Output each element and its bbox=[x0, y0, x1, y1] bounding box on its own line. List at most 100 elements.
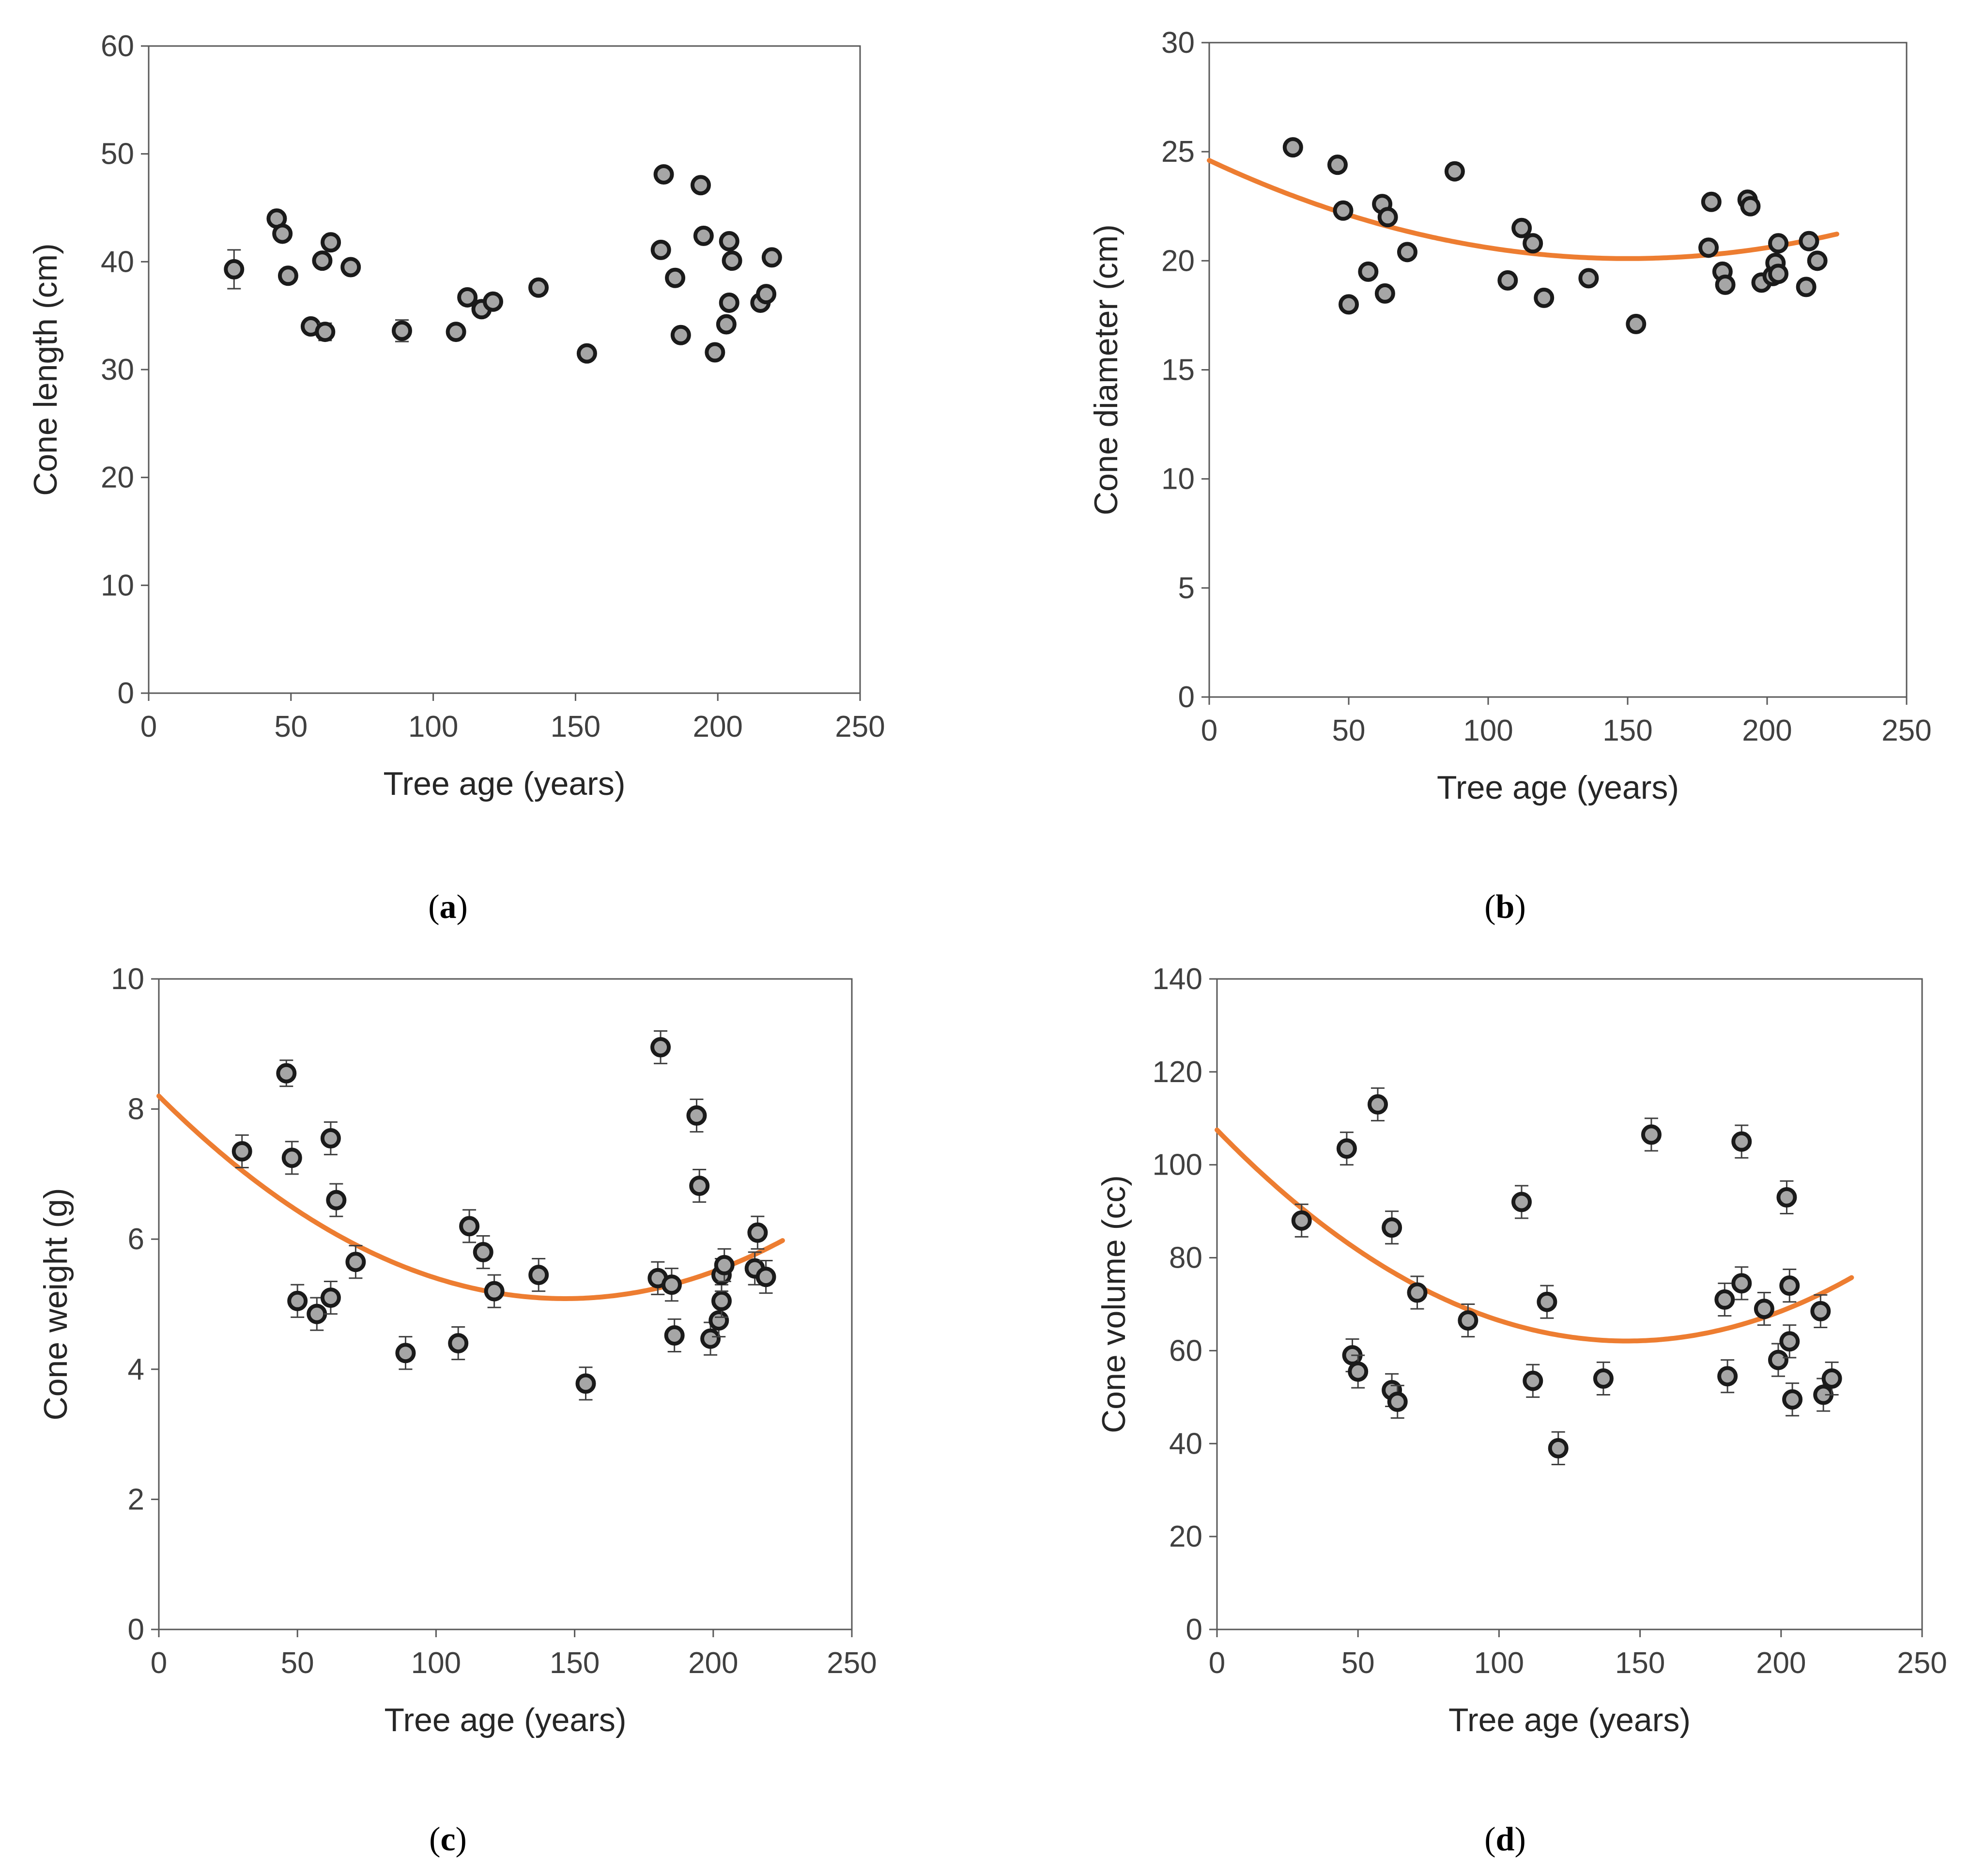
data-point bbox=[1548, 1431, 1569, 1465]
x-axis-label: Tree age (years) bbox=[1448, 1702, 1691, 1738]
marker bbox=[459, 1216, 480, 1237]
marker bbox=[457, 287, 478, 308]
data-point bbox=[320, 1121, 341, 1156]
y-tick-label: 60 bbox=[1169, 1334, 1202, 1367]
marker bbox=[320, 1128, 341, 1149]
marker bbox=[321, 232, 341, 253]
data-point bbox=[719, 292, 739, 313]
marker bbox=[1397, 242, 1417, 263]
data-point bbox=[1523, 233, 1543, 254]
panel-label-b: (b) bbox=[1484, 888, 1526, 926]
marker bbox=[650, 239, 671, 260]
marker bbox=[1754, 1299, 1774, 1319]
marker bbox=[719, 292, 739, 313]
data-point bbox=[761, 247, 782, 268]
plot-area-d bbox=[1216, 978, 1923, 1630]
data-point bbox=[1523, 1364, 1543, 1398]
data-point bbox=[700, 1321, 721, 1356]
x-tick-label: 50 bbox=[281, 1646, 314, 1680]
y-tick-label: 80 bbox=[1169, 1241, 1202, 1275]
marker bbox=[1782, 1389, 1803, 1410]
data-point bbox=[1339, 294, 1359, 315]
marker bbox=[1511, 217, 1532, 238]
data-point bbox=[708, 1303, 729, 1338]
marker bbox=[272, 223, 293, 244]
data-point bbox=[1444, 161, 1465, 182]
data-point bbox=[1776, 1180, 1797, 1214]
data-point bbox=[459, 1209, 480, 1243]
marker bbox=[1348, 1361, 1369, 1382]
data-point bbox=[528, 1257, 549, 1292]
x-tick-label: 100 bbox=[411, 1646, 461, 1680]
data-point bbox=[528, 277, 549, 298]
marker bbox=[1578, 268, 1599, 289]
marker bbox=[1731, 1131, 1752, 1152]
chart-panel-a: 0 50 100 150 200 250 0 10 20 30 40 50 60 Tree age (ye… bbox=[27, 30, 885, 926]
marker bbox=[528, 277, 549, 298]
x-tick-label: 100 bbox=[1463, 714, 1513, 747]
data-point bbox=[1698, 237, 1719, 258]
data-point bbox=[689, 1168, 710, 1203]
y-tick-label: 0 bbox=[1186, 1613, 1202, 1646]
data-point bbox=[1641, 1117, 1662, 1152]
panel-label-c: (c) bbox=[429, 1821, 467, 1858]
data-point bbox=[650, 239, 671, 260]
marker bbox=[1779, 1275, 1800, 1296]
y-axis-label: Cone weight (g) bbox=[37, 1188, 74, 1420]
data-point bbox=[664, 1318, 685, 1353]
data-point bbox=[457, 287, 478, 308]
x-tick-label: 50 bbox=[1332, 714, 1366, 747]
marker bbox=[287, 1290, 308, 1311]
data-point bbox=[484, 1274, 505, 1308]
data-point bbox=[315, 322, 336, 342]
y-tick-label: 20 bbox=[101, 461, 134, 495]
y-tick-label: 10 bbox=[1161, 463, 1195, 496]
marker bbox=[281, 1147, 302, 1168]
marker bbox=[1740, 196, 1761, 217]
x-tick-label: 250 bbox=[1897, 1646, 1947, 1680]
data-point bbox=[690, 175, 711, 196]
marker bbox=[1523, 233, 1543, 254]
data-point bbox=[575, 1366, 596, 1401]
y-tick-label: 20 bbox=[1169, 1520, 1202, 1553]
marker bbox=[1523, 1370, 1543, 1391]
y-tick-label: 2 bbox=[128, 1483, 144, 1516]
x-axis-label: Tree age (years) bbox=[1437, 769, 1679, 806]
x-tick-label: 50 bbox=[1341, 1646, 1375, 1680]
marker bbox=[1717, 1366, 1738, 1387]
data-point bbox=[320, 1280, 341, 1315]
data-point bbox=[1291, 1203, 1312, 1238]
marker bbox=[224, 259, 245, 279]
data-point bbox=[755, 1260, 776, 1294]
marker bbox=[391, 320, 412, 341]
marker bbox=[1698, 237, 1719, 258]
marker bbox=[711, 1290, 732, 1311]
y-tick-label: 30 bbox=[1161, 26, 1195, 60]
y-tick-label: 40 bbox=[101, 245, 134, 279]
marker bbox=[1768, 264, 1789, 284]
data-point bbox=[1754, 1292, 1774, 1326]
data-point bbox=[395, 1336, 416, 1370]
y-tick-label: 5 bbox=[1178, 572, 1195, 605]
data-point bbox=[1367, 1087, 1388, 1122]
x-tick-label: 0 bbox=[1209, 1646, 1225, 1680]
data-point bbox=[482, 291, 503, 312]
data-point bbox=[1731, 1266, 1752, 1301]
marker bbox=[664, 1325, 685, 1346]
marker bbox=[1593, 1368, 1614, 1389]
marker bbox=[755, 1267, 776, 1287]
data-point bbox=[448, 1326, 469, 1361]
y-tick-label: 100 bbox=[1153, 1148, 1202, 1182]
marker bbox=[1537, 1291, 1557, 1312]
data-point bbox=[650, 1030, 671, 1065]
data-point bbox=[1578, 268, 1599, 289]
y-tick-label: 140 bbox=[1153, 962, 1202, 996]
data-point bbox=[277, 265, 298, 286]
marker bbox=[1641, 1124, 1662, 1145]
chart-panel-c: 0 50 100 150 200 250 0 2 4 6 8 10 Tree age (years) Co… bbox=[37, 962, 877, 1858]
plot-area-c bbox=[158, 978, 853, 1630]
marker bbox=[1387, 1391, 1408, 1412]
marker bbox=[1291, 1210, 1312, 1231]
marker bbox=[1374, 283, 1395, 304]
x-tick-label: 250 bbox=[1881, 714, 1931, 747]
